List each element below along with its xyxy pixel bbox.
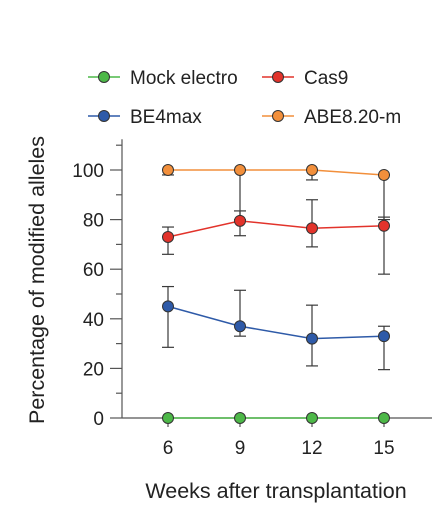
y-tick-label: 0 [93,409,104,430]
y-tick-label: 60 [83,260,104,281]
error-bar [378,174,390,221]
x-tick-label: 15 [373,438,394,459]
y-tick-label: 40 [83,310,104,331]
x-tick-label: 6 [163,438,174,459]
data-point [378,330,390,343]
data-point [306,412,318,424]
legend-label: ABE8.20-m [304,107,401,128]
error-bar [162,285,174,348]
series-line [167,220,385,238]
legend-item: Cas9 [262,68,348,89]
x-tick-label: 12 [301,438,322,459]
legend-label: Cas9 [304,68,348,89]
data-point [234,320,246,333]
y-tick-label: 80 [83,211,104,232]
legend-item: ABE8.20-m [262,107,401,128]
axes [121,139,432,419]
error-bars [162,169,390,371]
series-line [167,305,385,340]
series-points [162,164,390,424]
legend-label: BE4max [130,107,202,128]
y-axis-title: Percentage of modified alleles [25,136,49,424]
x-ticks: 6 9 12 15 [163,418,395,459]
series-lines [167,169,385,419]
series-line [168,169,385,176]
y-tick-label: 20 [83,359,104,380]
legend-label: Mock electro [130,68,238,89]
data-point [234,214,246,227]
y-tick-label: 100 [72,161,104,182]
legend: Mock electro Cas9 BE4max ABE8.20-m [88,68,401,128]
data-point [234,412,246,424]
data-point [378,412,390,424]
legend-marker [272,110,284,122]
data-point [306,332,318,345]
data-point [306,164,318,176]
error-bar [234,169,246,221]
y-ticks: 0 20 40 60 80 100 [72,144,122,430]
data-point [234,164,246,176]
legend-marker [272,71,284,83]
legend-marker [98,71,110,83]
data-point [378,168,390,181]
data-point [162,412,174,424]
x-tick-label: 9 [235,438,246,459]
data-point [378,219,390,232]
legend-marker [98,110,110,122]
data-point [306,222,318,235]
x-axis-title: Weeks after transplantation [145,479,406,503]
legend-item: BE4max [88,107,202,128]
data-point [162,164,174,176]
data-point [162,230,174,243]
data-point [162,300,174,313]
legend-item: Mock electro [88,68,238,89]
